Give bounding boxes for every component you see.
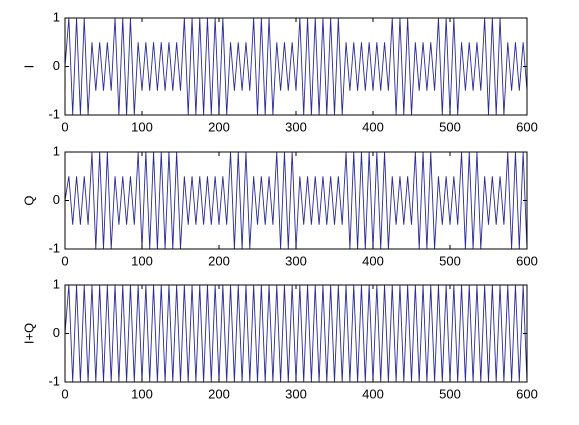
y-tick-label: 1: [53, 276, 60, 291]
x-tick-label: 600: [516, 253, 538, 268]
y-tick-label: 0: [53, 192, 60, 207]
x-tick-label: 600: [516, 119, 538, 134]
x-tick-label: 100: [131, 119, 153, 134]
plot-frame: [64, 151, 528, 250]
signal-line: [64, 284, 528, 383]
x-tick-label: 500: [439, 119, 461, 134]
x-tick-label: 300: [285, 119, 307, 134]
plot-frame: [64, 284, 528, 383]
y-axis-label: Q: [21, 195, 36, 205]
x-tick-label: 200: [208, 119, 230, 134]
x-tick-label: 0: [61, 253, 68, 268]
y-tick-label: -1: [48, 240, 60, 255]
signal-line: [64, 17, 528, 116]
y-tick-label: 0: [53, 58, 60, 73]
x-tick-label: 100: [131, 253, 153, 268]
x-tick-label: 500: [439, 253, 461, 268]
y-tick-label: -1: [48, 106, 60, 121]
x-tick-label: 400: [362, 119, 384, 134]
y-tick-label: 1: [53, 143, 60, 158]
x-tick-label: 200: [208, 253, 230, 268]
signal-line: [64, 151, 528, 250]
x-tick-label: 100: [131, 386, 153, 401]
plot-frame: [64, 17, 528, 116]
x-tick-label: 300: [285, 386, 307, 401]
x-tick-label: 600: [516, 386, 538, 401]
y-axis-label: I: [21, 65, 36, 69]
x-tick-label: 200: [208, 386, 230, 401]
y-tick-label: -1: [48, 373, 60, 388]
x-tick-label: 400: [362, 386, 384, 401]
x-tick-label: 400: [362, 253, 384, 268]
y-axis-label: I+Q: [21, 323, 36, 344]
x-tick-label: 500: [439, 386, 461, 401]
y-tick-label: 1: [53, 9, 60, 24]
y-tick-label: 0: [53, 325, 60, 340]
x-tick-label: 300: [285, 253, 307, 268]
x-tick-label: 0: [61, 119, 68, 134]
x-tick-label: 0: [61, 386, 68, 401]
